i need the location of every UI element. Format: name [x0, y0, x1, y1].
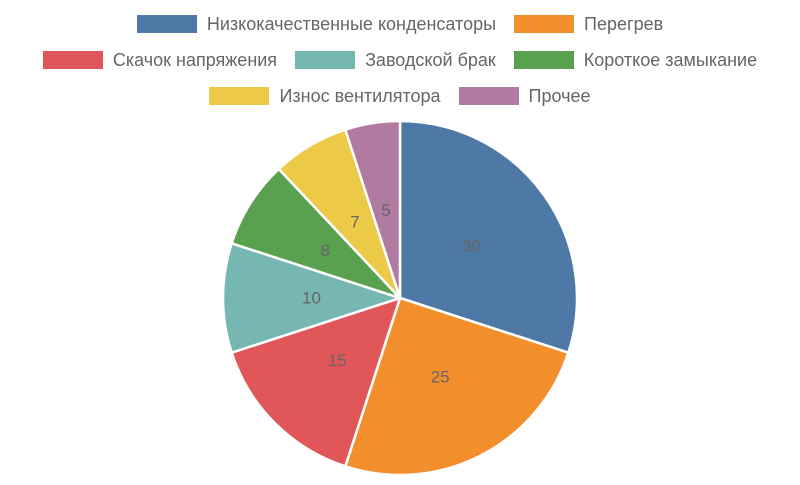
pie-slice-capacitors[interactable] [398, 119, 579, 354]
legend-label-factory-defect: Заводской брак [365, 49, 496, 70]
legend-item-factory-defect[interactable]: Заводской брак [295, 50, 496, 71]
pie-slices [221, 119, 579, 477]
legend-item-overheat[interactable]: Перегрев [514, 14, 663, 35]
legend-swatch-overheat [514, 15, 575, 33]
legend-label-other: Прочее [528, 85, 591, 106]
pie-slice-other[interactable] [344, 119, 402, 300]
legend-swatch-other [458, 87, 519, 105]
data-label-short-circuit: 8 [321, 241, 330, 260]
legend-swatch-factory-defect [295, 51, 356, 69]
pie-slice-factory-defect[interactable] [221, 242, 402, 354]
legend-item-capacitors[interactable]: Низкокачественные конденсаторы [136, 13, 497, 35]
data-label-voltage-surge: 15 [328, 351, 347, 370]
pie-data-labels: 30 25 15 10 8 7 5 [302, 201, 481, 386]
legend-row-1: Низкокачественные конденсаторы Перегрев [0, 6, 800, 42]
legend-label-overheat: Перегрев [584, 13, 664, 34]
data-label-capacitors: 30 [462, 236, 481, 255]
legend-label-short-circuit: Короткое замыкание [583, 49, 758, 70]
legend-swatch-fan-wear [209, 87, 270, 105]
pie-slice-overheat[interactable] [344, 296, 570, 477]
legend-swatch-voltage-surge [42, 51, 103, 69]
data-label-factory-defect: 10 [302, 289, 321, 308]
legend-item-other[interactable]: Прочее [458, 85, 591, 107]
legend-item-fan-wear[interactable]: Износ вентилятора [209, 85, 441, 107]
data-label-other: 5 [381, 201, 390, 220]
legend-label-voltage-surge: Скачок напряжения [112, 49, 278, 70]
legend-row-3: Износ вентилятора Прочее [0, 78, 800, 114]
data-label-overheat: 25 [431, 367, 450, 386]
legend-row-2: Скачок напряжения Заводской брак Коротко… [0, 42, 800, 78]
legend-swatch-capacitors [136, 15, 197, 33]
chart-legend: Низкокачественные конденсаторы Перегрев … [0, 6, 800, 114]
legend-item-voltage-surge[interactable]: Скачок напряжения [42, 49, 278, 71]
legend-label-fan-wear: Износ вентилятора [279, 85, 441, 106]
data-label-fan-wear: 7 [350, 212, 359, 231]
legend-label-capacitors: Низкокачественные конденсаторы [206, 13, 497, 34]
pie-slice-short-circuit[interactable] [230, 167, 402, 300]
legend-item-short-circuit[interactable]: Короткое замыкание [513, 49, 758, 71]
legend-swatch-short-circuit [513, 51, 574, 69]
